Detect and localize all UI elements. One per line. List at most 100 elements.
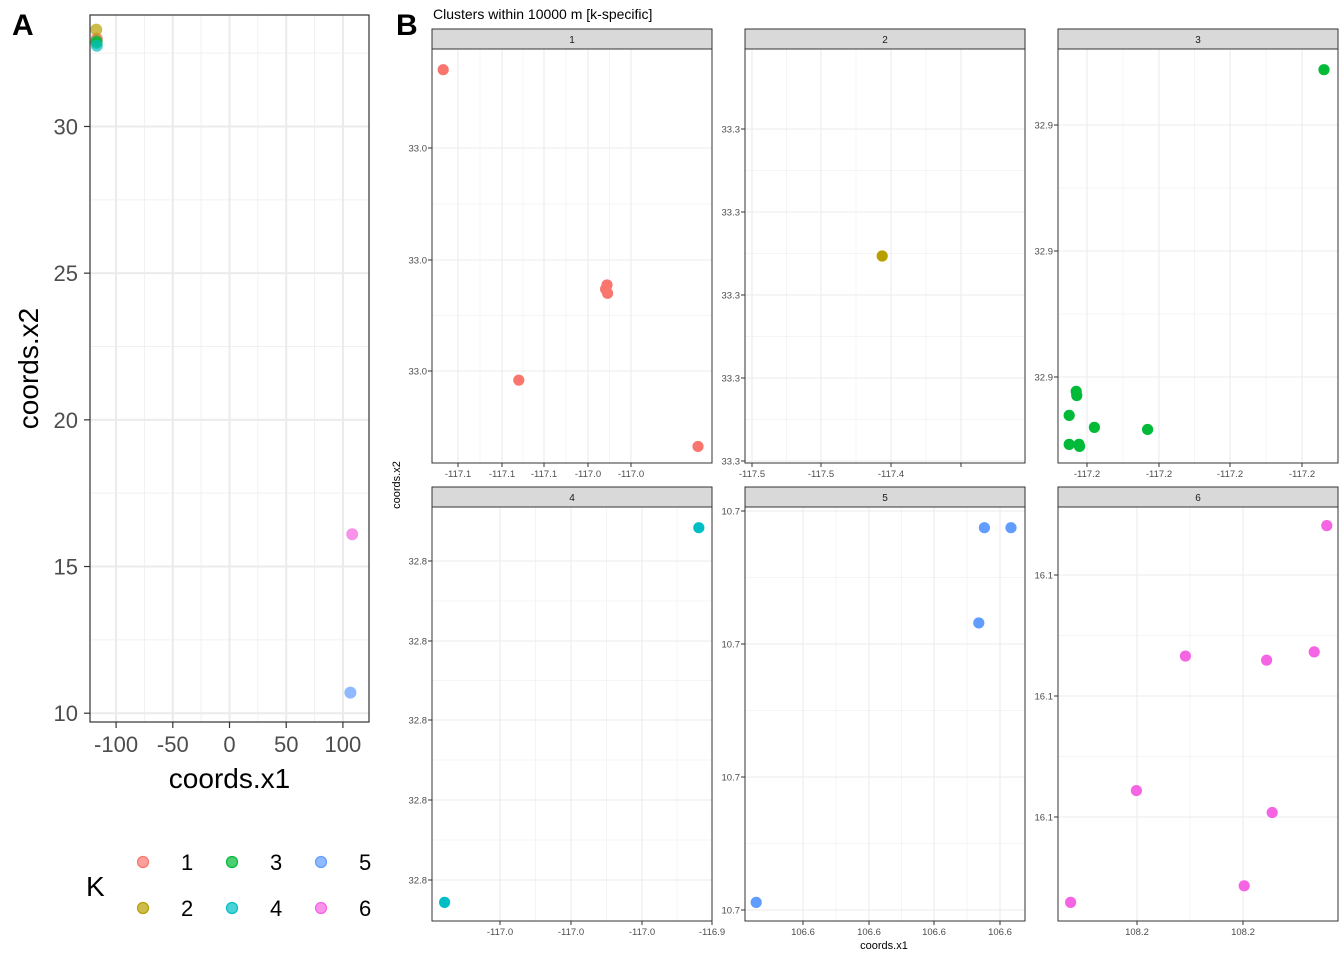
facet-1-x-tick-label: -117.1 (489, 469, 515, 480)
facet-strip-label-3: 3 (1195, 35, 1201, 46)
facet-4-y-tick-label: 32.8 (409, 557, 428, 568)
facet-border-1 (431, 48, 713, 464)
facet-3-point (1142, 423, 1154, 436)
panel-a-x-tick-label: 50 (274, 732, 298, 757)
facet-4-y-tick-label: 32.8 (409, 637, 428, 648)
facet-2-point (876, 250, 888, 262)
facet-6-y-tick-label: 16.1 (1035, 692, 1054, 703)
facet-4-y-tick-label: 32.8 (409, 796, 428, 807)
facet-3-point (1063, 438, 1075, 450)
panel-a-x-tick-label: 0 (223, 732, 235, 757)
facet-border-4 (431, 506, 713, 922)
facet-strip-label-1: 1 (569, 35, 575, 46)
facet-2-y-tick-label: 33.3 (722, 457, 741, 468)
legend-label-5: 5 (359, 850, 371, 875)
legend-key-3 (225, 855, 239, 869)
facet-2-y-tick-label: 33.3 (722, 374, 741, 385)
facet-5-point (1005, 522, 1017, 534)
facet-4-x-tick-label: -117.0 (629, 927, 655, 938)
facet-5-y-tick-label: 10.7 (722, 773, 741, 784)
legend-key-5 (314, 855, 328, 869)
facet-4-x-tick-label: -117.0 (558, 927, 584, 938)
panel-b-title: Clusters within 10000 m [k-specific] (433, 6, 652, 22)
facet-5-x-tick-label: 106.6 (791, 927, 815, 938)
facet-6-x-tick-label: 108.2 (1125, 927, 1149, 938)
facet-panel-5 (745, 507, 1025, 921)
facet-6-point (1261, 654, 1273, 666)
facet-5-point (978, 522, 991, 534)
legend-key-6 (314, 901, 328, 915)
facet-5-y-tick-label: 10.7 (722, 507, 741, 518)
facet-3-point (1071, 389, 1083, 402)
facet-3-point (1063, 409, 1075, 421)
legend-key-4 (225, 901, 239, 915)
legend-key-1 (136, 855, 150, 869)
facet-2-x-tick-label: -117.4 (878, 469, 904, 480)
facet-1-x-tick-label: -117.1 (531, 469, 557, 480)
facet-panel-3 (1058, 49, 1338, 463)
panel-a-x-tick-label: -100 (94, 732, 138, 757)
facet-1-x-tick-label: -117.0 (575, 469, 601, 480)
facet-6-point (1238, 880, 1250, 892)
facet-3-x-tick-label: -117.2 (1146, 469, 1172, 480)
legend-label-1: 1 (181, 850, 193, 875)
facet-6-point (1266, 806, 1278, 819)
facet-5-point (750, 896, 762, 908)
facet-6-y-tick-label: 16.1 (1035, 813, 1054, 824)
facet-4-x-tick-label: -116.9 (699, 927, 725, 938)
facet-5-y-tick-label: 10.7 (722, 640, 741, 651)
facet-3-y-tick-label: 32.9 (1035, 121, 1054, 132)
facet-4-y-tick-label: 32.8 (409, 876, 428, 887)
facet-strip-label-2: 2 (882, 35, 888, 46)
facet-panel-1 (432, 49, 712, 463)
facet-strip-label-6: 6 (1195, 493, 1201, 504)
panel-a-y-tick-label: 25 (54, 261, 78, 286)
facet-4-y-tick-label: 32.8 (409, 716, 428, 727)
panel-a-point-k4 (90, 39, 103, 52)
panel-a-x-tick-label: 100 (325, 732, 362, 757)
facet-1-point (601, 287, 614, 299)
facet-border-2 (744, 48, 1026, 464)
facet-2-x-tick-label: -117.5 (739, 469, 765, 480)
facet-5-y-tick-label: 10.7 (722, 906, 741, 917)
facet-6-point (1130, 784, 1142, 797)
facet-1-x-tick-label: -117.1 (445, 469, 471, 480)
facet-border-5 (744, 506, 1026, 922)
facet-6-point (1321, 520, 1333, 532)
panel-b-letter: B (396, 9, 418, 42)
panel-a-letter: A (12, 9, 34, 42)
legend-title: K (86, 871, 105, 902)
facet-3-y-tick-label: 32.9 (1035, 247, 1054, 258)
panel-a-y-tick-label: 10 (54, 701, 78, 726)
facet-1-point (513, 374, 525, 386)
legend-label-4: 4 (270, 896, 282, 921)
panel-b-x-axis-label: coords.x1 (860, 940, 908, 952)
legend-label-6: 6 (359, 896, 371, 921)
legend-label-2: 2 (181, 896, 193, 921)
facet-4-point (439, 896, 451, 908)
panel-a-y-tick-label: 30 (54, 114, 78, 139)
facet-1-y-tick-label: 33.0 (409, 367, 428, 378)
facet-panel-4 (432, 507, 712, 921)
facet-1-point (692, 440, 704, 453)
panel-a-x-axis-label: coords.x1 (169, 763, 290, 794)
facet-1-y-tick-label: 33.0 (409, 256, 428, 267)
facet-3-y-tick-label: 32.9 (1035, 373, 1054, 384)
facet-2-x-tick-label: -117.5 (808, 469, 834, 480)
facet-3-point (1088, 421, 1100, 433)
facet-border-6 (1057, 506, 1339, 922)
facet-5-x-tick-label: 106.6 (922, 927, 946, 938)
facet-1-y-tick-label: 33.0 (409, 144, 428, 155)
panel-a-point-k5 (344, 686, 357, 699)
panel-a-y-axis-label: coords.x2 (13, 308, 44, 429)
legend-label-3: 3 (270, 850, 282, 875)
facet-border-3 (1057, 48, 1339, 464)
facet-panel-6 (1058, 507, 1338, 921)
facet-1-point (437, 64, 449, 76)
facet-2-y-tick-label: 33.3 (722, 125, 741, 136)
panel-a-point-k6 (346, 528, 359, 541)
facet-2-y-tick-label: 33.3 (722, 208, 741, 219)
panel-a-y-tick-label: 20 (54, 408, 78, 433)
facet-1-x-tick-label: -117.0 (618, 469, 644, 480)
